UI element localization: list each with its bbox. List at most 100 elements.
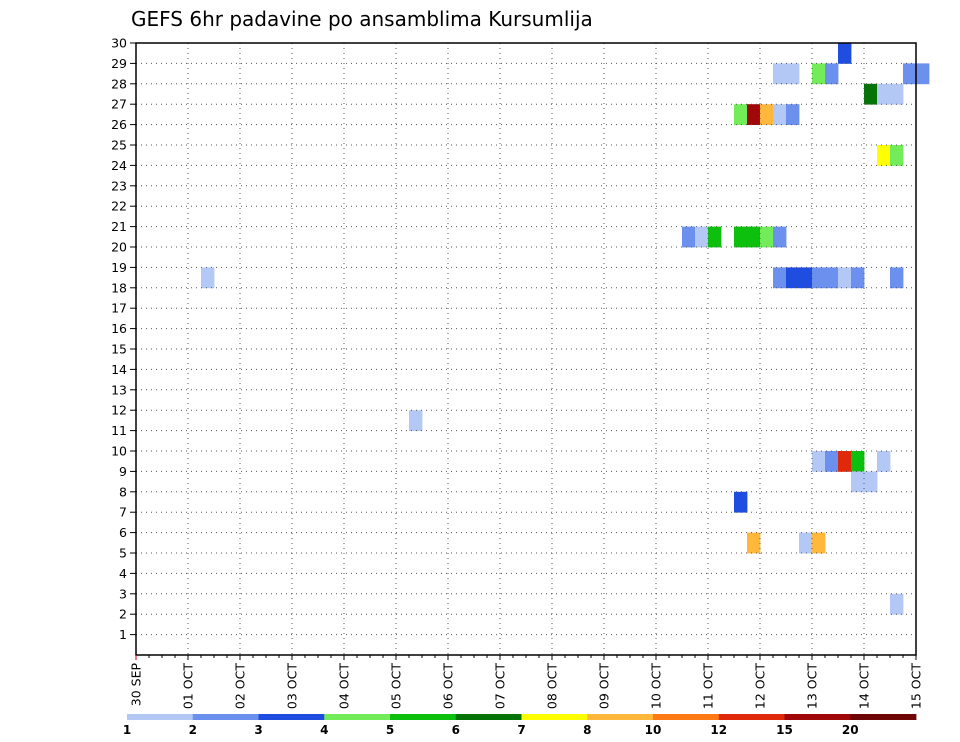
cell-m27-t49 bbox=[773, 104, 787, 125]
colorbar-segment-4 bbox=[324, 714, 391, 720]
colorbar-label-7: 7 bbox=[517, 723, 525, 737]
colorbar-label-3: 3 bbox=[254, 723, 262, 737]
x-tick-label-3: 03 OCT bbox=[285, 663, 300, 709]
colorbar-segment-8 bbox=[587, 714, 654, 720]
cell-m19-t49 bbox=[773, 267, 787, 289]
y-tick-label-15: 15 bbox=[111, 342, 127, 357]
cell-m10-t52 bbox=[812, 451, 826, 472]
x-tick-label-6: 06 OCT bbox=[441, 663, 456, 709]
y-axis: 1234567891011121314151617181920212223242… bbox=[111, 36, 136, 642]
cell-m6-t52 bbox=[812, 532, 826, 554]
cell-m29-t60 bbox=[916, 63, 930, 85]
cell-m21-t46 bbox=[734, 226, 748, 248]
cell-m21-t43 bbox=[695, 226, 709, 248]
colorbar-label-15: 15 bbox=[776, 723, 793, 737]
x-tick-label-11: 11 OCT bbox=[701, 663, 716, 709]
cell-m25-t57 bbox=[877, 145, 891, 166]
cell-m21-t49 bbox=[773, 226, 787, 248]
cell-m21-t44 bbox=[708, 226, 722, 248]
y-tick-label-30: 30 bbox=[111, 36, 127, 51]
y-tick-label-18: 18 bbox=[111, 280, 127, 295]
y-tick-label-23: 23 bbox=[111, 178, 127, 193]
y-tick-label-1: 1 bbox=[119, 627, 127, 642]
y-tick-label-13: 13 bbox=[111, 382, 127, 397]
grid-lines bbox=[136, 43, 916, 655]
cell-m28-t57 bbox=[877, 83, 891, 105]
cell-m10-t54 bbox=[838, 451, 852, 472]
cell-m25-t58 bbox=[890, 145, 904, 166]
cell-m10-t57 bbox=[877, 451, 891, 472]
y-tick-label-8: 8 bbox=[119, 484, 127, 499]
cell-m19-t52 bbox=[812, 267, 826, 289]
colorbar-segment-7 bbox=[521, 714, 588, 720]
y-tick-label-19: 19 bbox=[111, 260, 127, 275]
cell-m19-t51 bbox=[799, 267, 813, 289]
data-cells bbox=[201, 43, 930, 615]
y-tick-label-7: 7 bbox=[119, 505, 127, 520]
cell-m6-t51 bbox=[799, 532, 813, 554]
x-axis: 30 SEP 01 OCT 02 OCT 03 OCT 04 OCT 05 OCT 06 O… bbox=[129, 655, 924, 709]
cell-m29-t53 bbox=[825, 63, 839, 85]
cell-m10-t53 bbox=[825, 451, 839, 472]
y-tick-label-26: 26 bbox=[111, 117, 127, 132]
y-tick-label-25: 25 bbox=[111, 138, 127, 153]
cell-m19-t54 bbox=[838, 267, 852, 289]
colorbar-segment-9 bbox=[653, 714, 720, 720]
colorbar-segment-5 bbox=[390, 714, 457, 720]
y-tick-label-5: 5 bbox=[119, 546, 127, 561]
x-tick-label-4: 04 OCT bbox=[337, 663, 352, 709]
cell-m19-t58 bbox=[890, 267, 904, 289]
colorbar-segment-2 bbox=[192, 714, 259, 720]
colorbar-label-12: 12 bbox=[710, 723, 727, 737]
cell-m28-t56 bbox=[864, 83, 878, 105]
chart-title: GEFS 6hr padavine po ansamblima Kursumli… bbox=[131, 7, 593, 31]
cell-m21-t42 bbox=[682, 226, 696, 248]
cell-m27-t50 bbox=[786, 104, 800, 125]
cell-m21-t48 bbox=[760, 226, 774, 248]
y-tick-label-10: 10 bbox=[111, 444, 127, 459]
y-tick-label-20: 20 bbox=[111, 240, 127, 255]
y-tick-label-4: 4 bbox=[119, 566, 127, 581]
cell-m30-t54 bbox=[838, 43, 852, 64]
cell-m27-t47 bbox=[747, 104, 761, 125]
cell-m6-t47 bbox=[747, 532, 761, 554]
y-tick-label-6: 6 bbox=[119, 525, 127, 540]
x-tick-label-8: 08 OCT bbox=[545, 663, 560, 709]
cell-m19-t55 bbox=[851, 267, 865, 289]
x-tick-label-13: 13 OCT bbox=[805, 663, 820, 709]
colorbar: 1 2 3 4 5 6 7 8 10 12 15 20 bbox=[123, 714, 917, 737]
colorbar-label-20: 20 bbox=[842, 723, 859, 737]
cell-m19-t50 bbox=[786, 267, 800, 289]
colorbar-label-6: 6 bbox=[452, 723, 460, 737]
y-tick-label-14: 14 bbox=[111, 362, 127, 377]
colorbar-label-4: 4 bbox=[320, 723, 328, 737]
cell-m29-t50 bbox=[786, 63, 800, 85]
y-tick-label-29: 29 bbox=[111, 56, 127, 71]
colorbar-label-10: 10 bbox=[645, 723, 662, 737]
x-tick-label-9: 09 OCT bbox=[597, 663, 612, 709]
cell-m10-t55 bbox=[851, 451, 865, 472]
x-tick-label-1: 01 OCT bbox=[181, 663, 196, 709]
y-tick-label-22: 22 bbox=[111, 199, 127, 214]
y-tick-label-2: 2 bbox=[119, 607, 127, 622]
colorbar-label-2: 2 bbox=[189, 723, 197, 737]
x-tick-label-15: 15 OCT bbox=[909, 663, 924, 709]
y-tick-label-12: 12 bbox=[111, 403, 127, 418]
cell-m3-t58 bbox=[890, 593, 904, 615]
colorbar-segment-6 bbox=[455, 714, 522, 720]
cell-m27-t48 bbox=[760, 104, 774, 125]
x-tick-label-7: 07 OCT bbox=[493, 663, 508, 709]
colorbar-segment-12 bbox=[850, 714, 917, 720]
x-tick-label-2: 02 OCT bbox=[233, 663, 248, 709]
y-tick-label-21: 21 bbox=[111, 219, 127, 234]
colorbar-segment-3 bbox=[258, 714, 325, 720]
colorbar-segment-10 bbox=[718, 714, 785, 720]
x-tick-label-10: 10 OCT bbox=[649, 663, 664, 709]
cell-m29-t59 bbox=[903, 63, 917, 85]
y-tick-label-16: 16 bbox=[111, 321, 127, 336]
cell-m29-t49 bbox=[773, 63, 787, 85]
cell-m8-t46 bbox=[734, 491, 748, 513]
x-tick-label-14: 14 OCT bbox=[857, 663, 872, 709]
y-tick-label-9: 9 bbox=[119, 464, 127, 479]
